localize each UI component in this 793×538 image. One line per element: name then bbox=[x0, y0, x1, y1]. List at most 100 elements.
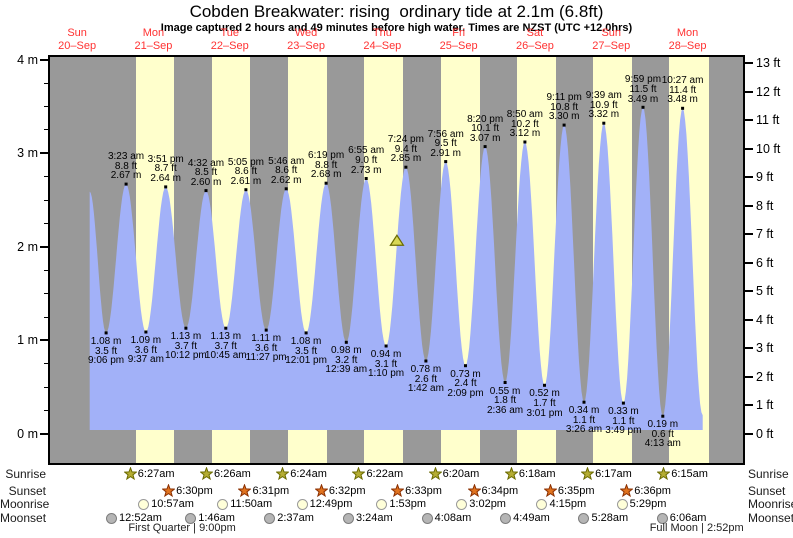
moonset-disc-icon bbox=[656, 512, 668, 524]
low-tide-dot bbox=[582, 400, 586, 404]
high-tide-label: 8:50 am 10.2 ft 3.12 m bbox=[485, 110, 565, 139]
low-tide-dot bbox=[661, 414, 665, 418]
low-tide-label: 0.73 m 2.4 ft 2:09 pm bbox=[425, 368, 505, 399]
day-name: Wed bbox=[294, 27, 318, 39]
tide-label-line: 1.13 m bbox=[170, 331, 202, 343]
right-axis-tick-label: 6 ft bbox=[756, 255, 774, 270]
moonrise-disc-icon bbox=[456, 498, 468, 510]
high-tide-dot bbox=[681, 106, 685, 110]
day-date: 21–Sep bbox=[134, 40, 173, 52]
tide-curve-svg bbox=[89, 105, 703, 431]
low-tide-label: 1.08 m 3.5 ft 12:01 pm bbox=[266, 337, 346, 366]
moonset-disc-icon bbox=[421, 512, 433, 524]
sunset-entry: 6:34pm bbox=[467, 484, 518, 498]
tide-label-line: 0.73 m bbox=[450, 368, 481, 380]
tide-label-line: 6:55 am bbox=[348, 145, 385, 157]
moonset-disc-icon bbox=[578, 512, 590, 524]
right-axis-tick bbox=[745, 204, 753, 207]
tide-label-line: 10.8 ft bbox=[550, 101, 579, 113]
moonset-disc-icon bbox=[264, 512, 276, 524]
sunrise-time: 6:15am bbox=[671, 468, 708, 480]
right-axis-tick-label: 7 ft bbox=[756, 227, 774, 242]
high-tide-label: 7:24 pm 9.4 ft 2.85 m bbox=[366, 135, 446, 164]
tide-label-line: 0.55 m bbox=[489, 385, 521, 397]
tide-label-line: 3:01 pm bbox=[526, 407, 563, 419]
right-axis-tick bbox=[745, 347, 753, 350]
sunset-time: 6:36pm bbox=[634, 485, 671, 497]
tide-label-line: 2.67 m bbox=[110, 170, 142, 182]
right-axis-tick bbox=[745, 318, 753, 321]
day-date: 28–Sep bbox=[668, 40, 707, 52]
moonset-disc-icon bbox=[343, 512, 354, 524]
sunrise-entry: 6:27am bbox=[123, 467, 175, 481]
right-axis-tick-label: 5 ft bbox=[756, 284, 774, 299]
moonset-entry: 4:49am bbox=[500, 511, 550, 525]
tide-label-line: 2.85 m bbox=[390, 153, 422, 165]
left-axis-tick-label: 4 m bbox=[17, 52, 38, 67]
high-tide-label: 6:55 am 9.0 ft 2.73 m bbox=[326, 146, 406, 175]
low-tide-dot bbox=[621, 401, 625, 405]
tide-label-line: 4:13 am bbox=[644, 438, 681, 450]
left-axis-tick bbox=[40, 58, 48, 61]
current-tide-marker bbox=[389, 234, 405, 246]
tide-label-line: 10:27 am bbox=[661, 75, 704, 87]
high-tide-dot bbox=[204, 189, 208, 193]
left-axis-tick-label: 2 m bbox=[17, 239, 38, 254]
tide-label-line: 1.13 m bbox=[210, 331, 242, 343]
low-tide-dot bbox=[144, 330, 148, 334]
moonrise-entry: 12:49pm bbox=[296, 497, 352, 511]
chart-subtitle: Image captured 2 hours and 49 minutes be… bbox=[160, 22, 633, 34]
tide-label-line: 9:37 am bbox=[127, 354, 164, 366]
tide-label-line: 0.98 m bbox=[330, 345, 362, 357]
moonrise-time: 4:15pm bbox=[549, 498, 587, 510]
tide-label-line: 0.34 m bbox=[568, 405, 600, 417]
moonset-entry: 6:06am bbox=[656, 511, 707, 525]
right-axis-tick bbox=[745, 90, 753, 93]
day-name: Sun bbox=[601, 27, 622, 39]
moonset-time: 12:52am bbox=[119, 512, 162, 524]
tide-label-line: 2.91 m bbox=[430, 147, 461, 159]
low-tide-label: 0.34 m 1.1 ft 3:26 am bbox=[544, 406, 624, 435]
day-date: 22–Sep bbox=[210, 40, 249, 52]
day-name: Tue bbox=[220, 27, 240, 39]
tide-label-line: 2.60 m bbox=[190, 176, 222, 188]
day-date: 23–Sep bbox=[287, 40, 326, 52]
tide-label-line: 2.4 ft bbox=[454, 378, 477, 390]
sunrise-star-icon bbox=[276, 467, 290, 481]
moonset-time: 1:46am bbox=[198, 512, 235, 524]
right-axis-tick-label: 2 ft bbox=[756, 369, 774, 384]
tide-label-line: 3:23 am bbox=[107, 151, 145, 163]
tide-label-line: 9.5 ft bbox=[434, 138, 457, 150]
sunrise-time: 6:18am bbox=[518, 468, 556, 480]
tide-label-line: 8.6 ft bbox=[275, 165, 298, 177]
high-tide-label: 3:51 pm 8.7 ft 2.64 m bbox=[126, 155, 206, 184]
tide-label-line: 8.7 ft bbox=[154, 163, 177, 175]
high-tide-label: 7:56 am 9.5 ft 2.91 m bbox=[406, 128, 486, 159]
right-axis-tick bbox=[745, 261, 753, 264]
sunrise-star-icon bbox=[504, 467, 518, 481]
left-axis-tick bbox=[40, 152, 48, 155]
low-tide-dot bbox=[344, 340, 348, 344]
day-label: Mon 21–Sep bbox=[108, 27, 198, 53]
chart-title: Cobden Breakwater: rising ordinary tide … bbox=[189, 2, 604, 21]
moonset-time: 6:06am bbox=[669, 512, 707, 524]
tide-label-line: 9:39 am bbox=[585, 90, 622, 102]
left-axis-tick bbox=[40, 245, 48, 248]
tide-label-line: 3.48 m bbox=[667, 94, 698, 106]
moonrise-entry: 3:02pm bbox=[456, 497, 506, 511]
tide-area bbox=[89, 107, 703, 431]
tide-label-line: 1.11 m bbox=[251, 333, 282, 345]
sunset-time: 6:35pm bbox=[557, 485, 595, 497]
sunset-entry: 6:35pm bbox=[543, 484, 595, 498]
moonset-time: 5:28am bbox=[591, 512, 629, 524]
tide-label-line: 3.32 m bbox=[588, 109, 620, 121]
left-axis-minor-tick bbox=[44, 410, 48, 412]
tide-label-line: 11.4 ft bbox=[669, 84, 697, 96]
moonrise-label-left: Moonrise bbox=[0, 497, 50, 511]
tide-label-line: 8.8 ft bbox=[315, 159, 338, 171]
tide-label-line: 7:56 am bbox=[427, 128, 464, 140]
high-tide-label: 9:11 pm 10.8 ft 3.30 m bbox=[524, 93, 604, 122]
low-tide-label: 0.52 m 1.7 ft 3:01 pm bbox=[505, 389, 585, 418]
low-tide-label: 0.33 m 1.1 ft 3:49 pm bbox=[583, 407, 663, 436]
tide-label-line: 8.6 ft bbox=[234, 166, 258, 178]
